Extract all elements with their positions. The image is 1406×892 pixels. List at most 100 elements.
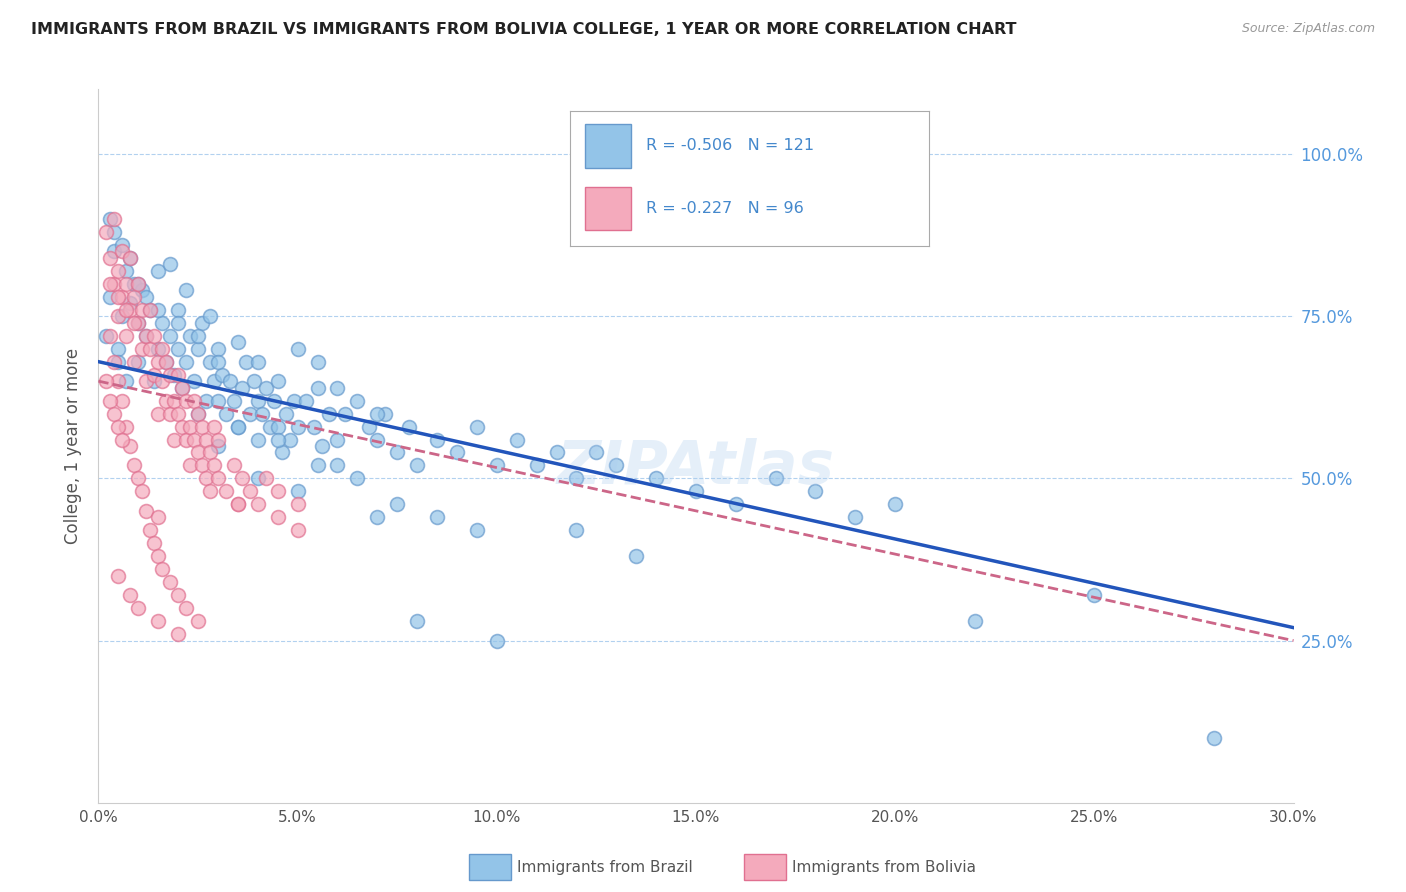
Point: [366, 433, 388, 447]
Point: [198, 310, 221, 324]
Point: [346, 471, 368, 485]
Point: [167, 302, 190, 317]
Point: [127, 354, 149, 368]
Point: [107, 290, 129, 304]
Point: [124, 290, 146, 304]
Point: [274, 407, 297, 421]
Point: [222, 458, 245, 473]
Point: [103, 211, 125, 226]
Text: Source: ZipAtlas.com: Source: ZipAtlas.com: [1241, 22, 1375, 36]
Point: [111, 310, 134, 324]
Point: [179, 328, 201, 343]
Point: [385, 497, 409, 511]
Point: [103, 277, 125, 291]
Point: [235, 354, 257, 368]
Point: [254, 471, 277, 485]
Point: [131, 283, 153, 297]
Point: [98, 290, 122, 304]
Point: [96, 225, 118, 239]
Point: [307, 354, 329, 368]
Point: [107, 568, 129, 582]
Point: [98, 277, 122, 291]
Point: [120, 296, 142, 310]
Point: [103, 407, 125, 421]
Point: [163, 368, 186, 382]
Point: [246, 354, 269, 368]
Point: [174, 393, 197, 408]
Point: [804, 484, 827, 499]
Point: [98, 393, 122, 408]
Point: [239, 484, 262, 499]
Point: [115, 277, 138, 291]
Point: [884, 497, 907, 511]
Point: [485, 633, 508, 648]
Point: [139, 342, 162, 356]
Point: [131, 484, 153, 499]
Point: [143, 328, 166, 343]
Point: [148, 354, 170, 368]
Point: [259, 419, 281, 434]
Point: [526, 458, 548, 473]
Point: [150, 316, 173, 330]
Point: [187, 328, 209, 343]
Point: [135, 290, 157, 304]
Point: [426, 433, 449, 447]
Point: [187, 614, 209, 628]
Point: [167, 368, 190, 382]
Point: [115, 302, 138, 317]
Point: [226, 419, 249, 434]
Point: [685, 484, 707, 499]
Point: [226, 419, 249, 434]
Point: [111, 393, 134, 408]
Point: [155, 354, 177, 368]
Point: [270, 445, 292, 459]
Point: [155, 354, 177, 368]
Point: [546, 445, 568, 459]
Point: [143, 374, 166, 388]
Point: [318, 407, 340, 421]
Point: [179, 458, 201, 473]
Point: [107, 374, 129, 388]
Point: [115, 374, 138, 388]
Point: [120, 302, 142, 317]
Point: [120, 251, 142, 265]
Point: [172, 381, 194, 395]
Point: [605, 458, 627, 473]
Point: [115, 419, 138, 434]
Point: [103, 225, 125, 239]
Point: [124, 277, 146, 291]
Point: [174, 433, 197, 447]
Point: [198, 445, 221, 459]
Point: [207, 433, 229, 447]
Point: [191, 419, 214, 434]
Point: [465, 524, 488, 538]
Point: [135, 504, 157, 518]
Point: [195, 393, 218, 408]
Point: [307, 381, 329, 395]
Point: [111, 290, 134, 304]
Point: [645, 471, 668, 485]
Point: [148, 510, 170, 524]
Point: [202, 458, 225, 473]
Point: [107, 310, 129, 324]
Point: [183, 433, 205, 447]
Point: [120, 588, 142, 602]
Point: [96, 374, 118, 388]
Point: [267, 374, 290, 388]
Point: [202, 419, 225, 434]
Point: [155, 393, 177, 408]
Point: [174, 283, 197, 297]
Point: [239, 407, 262, 421]
Point: [231, 471, 253, 485]
Point: [167, 316, 190, 330]
Point: [302, 419, 325, 434]
Point: [174, 354, 197, 368]
Text: ZIPAtlas: ZIPAtlas: [557, 438, 835, 497]
Text: Immigrants from Bolivia: Immigrants from Bolivia: [792, 860, 976, 874]
Point: [724, 497, 747, 511]
Point: [127, 316, 149, 330]
Point: [98, 211, 122, 226]
Point: [1202, 731, 1225, 745]
Point: [263, 393, 285, 408]
Point: [506, 433, 529, 447]
